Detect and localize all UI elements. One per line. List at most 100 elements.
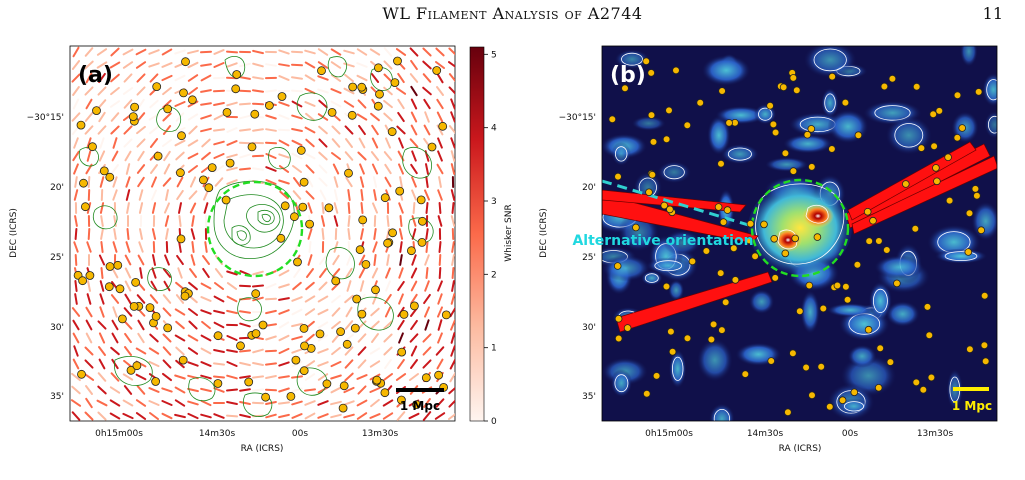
- whisker: [382, 399, 394, 407]
- whisker: [319, 255, 327, 265]
- whisker: [252, 270, 264, 276]
- whisker: [87, 228, 91, 240]
- whisker: [123, 307, 133, 317]
- galaxy-marker: [953, 91, 962, 99]
- whisker: [383, 320, 393, 330]
- whisker: [150, 164, 158, 174]
- galaxy-marker: [683, 334, 692, 343]
- galaxy-marker: [299, 366, 309, 376]
- whisker: [449, 371, 455, 383]
- whisker: [239, 270, 251, 276]
- whisker: [265, 179, 277, 185]
- galaxy-marker: [277, 92, 287, 101]
- whisker: [360, 202, 364, 214]
- whisker: [188, 281, 198, 291]
- whisker: [123, 320, 133, 330]
- galaxy-marker: [933, 177, 941, 186]
- galaxy-marker: [714, 203, 723, 211]
- whisker: [188, 87, 198, 95]
- whisker: [382, 412, 394, 420]
- whisker: [278, 179, 290, 185]
- galaxy-marker: [781, 249, 790, 258]
- figure-canvas: (a) 1 Mpc −30°15' 20' 25' 30' 35' 0h15m0…: [9, 45, 998, 454]
- whisker: [265, 349, 277, 353]
- whisker: [333, 215, 339, 227]
- whisker: [450, 163, 455, 175]
- whisker: [422, 346, 432, 356]
- galaxy-marker: [649, 138, 658, 146]
- whisker: [370, 151, 380, 161]
- galaxy-marker: [299, 323, 309, 333]
- whisker: [318, 125, 328, 135]
- whisker: [318, 164, 328, 174]
- whisker: [357, 359, 367, 369]
- galaxy-marker: [770, 235, 778, 243]
- whisker: [448, 399, 455, 408]
- whisker: [161, 387, 173, 393]
- galaxy-marker: [298, 202, 308, 212]
- whisker: [395, 87, 407, 95]
- whisker: [152, 254, 156, 266]
- galaxy-marker: [642, 57, 650, 65]
- whisker: [99, 293, 105, 305]
- whisker: [74, 254, 78, 266]
- whisker: [343, 100, 355, 108]
- whisker: [292, 190, 302, 200]
- whisker: [357, 151, 367, 161]
- galaxy-marker: [336, 327, 346, 337]
- whisker: [317, 295, 329, 303]
- whisker: [239, 102, 251, 106]
- whisker: [162, 112, 172, 122]
- whisker: [109, 100, 121, 108]
- galaxy-marker: [853, 260, 862, 269]
- whisker: [359, 280, 365, 292]
- whisker: [411, 189, 417, 201]
- galaxy-marker: [974, 88, 983, 96]
- galaxy-marker: [178, 355, 188, 365]
- galaxy-marker: [911, 224, 920, 233]
- whisker: [226, 62, 238, 68]
- panel-b-x-ticks: 0h15m00s 14m30s 00s 13m30s: [645, 429, 953, 439]
- whisker: [425, 163, 429, 175]
- whisker: [305, 164, 315, 174]
- galaxy-marker: [729, 244, 738, 253]
- whisker: [347, 202, 351, 214]
- whisker: [122, 87, 134, 95]
- panel-b-ytick-4: 30': [582, 323, 596, 333]
- whisker: [200, 50, 212, 54]
- whisker: [213, 62, 225, 68]
- whisker: [448, 125, 455, 135]
- whisker: [252, 89, 264, 93]
- whisker: [137, 254, 145, 266]
- whisker: [162, 177, 172, 187]
- mass-map-blob: [707, 115, 731, 156]
- whisker: [424, 189, 430, 201]
- whisker: [111, 319, 119, 331]
- whisker: [200, 387, 212, 393]
- whisker: [307, 202, 313, 214]
- whisker: [278, 49, 290, 55]
- whisker: [265, 335, 277, 341]
- panel-b-label: (b): [610, 63, 646, 88]
- whisker: [292, 281, 302, 291]
- whisker: [397, 98, 405, 110]
- whisker: [265, 89, 277, 93]
- whisker: [98, 346, 106, 356]
- whisker: [278, 128, 290, 132]
- whisker: [333, 202, 339, 214]
- galaxy-marker: [614, 334, 623, 343]
- whisker: [410, 359, 418, 369]
- whisker: [369, 387, 381, 393]
- whisker: [373, 228, 377, 240]
- galaxy-marker: [105, 262, 115, 271]
- whisker: [304, 412, 316, 420]
- whisker: [330, 360, 342, 368]
- whisker: [371, 137, 379, 149]
- whisker: [111, 358, 119, 370]
- whisker: [99, 202, 105, 214]
- whisker: [84, 47, 94, 57]
- galaxy-marker: [412, 400, 422, 410]
- whisker: [252, 348, 264, 354]
- whisker: [84, 125, 94, 135]
- galaxy-marker: [929, 110, 937, 118]
